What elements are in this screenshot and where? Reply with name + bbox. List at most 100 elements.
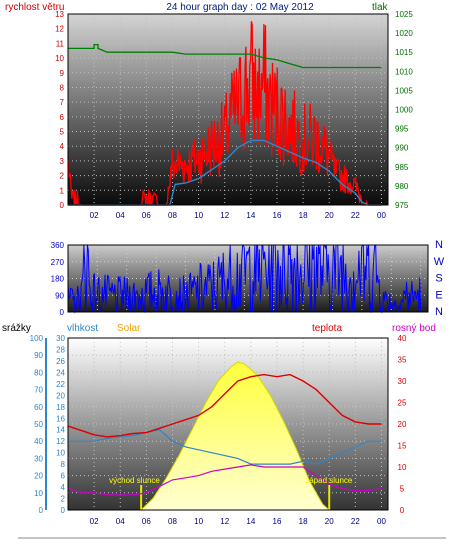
chart3-x-tick-label: 16 xyxy=(273,517,282,526)
chart3-rain-tick-label: 90 xyxy=(34,351,43,360)
chart3-temperature-label: teplota xyxy=(312,323,342,334)
chart3-x-tick-label: 20 xyxy=(325,517,334,526)
chart1-x-tick-label: 00 xyxy=(377,211,386,220)
chart1-x-tick-label: 12 xyxy=(220,211,229,220)
chart1-left-tick-label: 10 xyxy=(55,54,64,63)
chart3-rain-tick-label: 70 xyxy=(34,386,43,395)
chart3-temperature-tick-label: 35 xyxy=(398,356,407,365)
chart3-x-tick-label: 22 xyxy=(351,517,360,526)
chart3-temperature-tick-label: 15 xyxy=(398,442,407,451)
chart1-right-tick-label: 1015 xyxy=(395,48,413,57)
chart2-left-tick-label: 90 xyxy=(55,291,64,300)
series-humidity-line xyxy=(68,429,382,465)
chart1-left-tick-label: 4 xyxy=(60,142,65,151)
chart3-humidity-tick-label: 22 xyxy=(56,380,65,389)
chart1-left-axis-label: rychlost větru xyxy=(5,2,64,13)
sunrise-annotation: východ slunce xyxy=(109,476,160,485)
chart3-x-tick-label: 08 xyxy=(168,517,177,526)
chart3-rain-tick-label: 50 xyxy=(34,420,43,429)
series-wind-direction-line xyxy=(67,244,422,314)
chart1-right-tick-label: 975 xyxy=(395,201,409,210)
chart3-humidity-tick-label: 0 xyxy=(61,506,66,515)
chart2-direction-label: E xyxy=(435,289,442,301)
chart1-x-tick-label: 22 xyxy=(351,211,360,220)
chart3-rain-tick-label: 0 xyxy=(39,506,44,515)
chart2-direction-label: W xyxy=(434,256,445,268)
chart3-rain-tick-label: 80 xyxy=(34,368,43,377)
chart1-right-tick-label: 1010 xyxy=(395,67,413,76)
chart2-left-tick-label: 360 xyxy=(51,241,65,250)
chart1-right-tick-label: 1020 xyxy=(395,29,413,38)
chart3-temperature-tick-label: 30 xyxy=(398,377,407,386)
chart1-x-tick-label: 20 xyxy=(325,211,334,220)
chart3-frame xyxy=(67,337,389,511)
chart3-temperature-tick-label: 25 xyxy=(398,399,407,408)
chart1-left-tick-label: 12 xyxy=(55,25,64,34)
chart1-x-tick-label: 02 xyxy=(90,211,99,220)
chart3-temperature-tick-label: 40 xyxy=(398,334,407,343)
chart1-x-tick-label: 04 xyxy=(116,211,125,220)
chart3-x-tick-label: 18 xyxy=(299,517,308,526)
chart3-humidity-tick-label: 2 xyxy=(61,495,66,504)
chart3-rain-tick-label: 60 xyxy=(34,403,43,412)
chart3-humidity-tick-label: 20 xyxy=(56,391,65,400)
series-temperature-line xyxy=(67,373,382,438)
chart1-left-tick-label: 13 xyxy=(55,10,64,19)
chart1-right-tick-label: 985 xyxy=(395,163,409,172)
chart3-temperature-tick-label: 0 xyxy=(400,506,405,515)
chart1-left-tick-label: 3 xyxy=(60,157,65,166)
chart3-rain-tick-label: 40 xyxy=(34,437,43,446)
chart3-x-tick-label: 10 xyxy=(194,517,203,526)
chart1-frame xyxy=(67,13,389,206)
chart3-temperature-tick-label: 10 xyxy=(398,463,407,472)
chart3-humidity-tick-label: 6 xyxy=(61,472,66,481)
chart3-rain-tick-label: 10 xyxy=(34,489,43,498)
chart1-x-tick-label: 16 xyxy=(273,211,282,220)
chart3-humidity-tick-label: 10 xyxy=(56,449,65,458)
chart2-direction-label: N xyxy=(435,239,443,251)
chart3-humidity-label: vlhkost xyxy=(67,323,98,334)
chart1-x-tick-label: 18 xyxy=(299,211,308,220)
chart3-humidity-tick-label: 4 xyxy=(61,483,66,492)
chart3-temperature-tick-label: 20 xyxy=(398,420,407,429)
chart1-title: 24 hour graph day : 02 May 2012 xyxy=(166,2,314,13)
chart1-right-tick-label: 990 xyxy=(395,144,409,153)
chart3-x-tick-label: 02 xyxy=(90,517,99,526)
chart2-direction-label: S xyxy=(435,273,442,285)
chart1-right-tick-label: 980 xyxy=(395,182,409,191)
chart3-rain-tick-label: 100 xyxy=(30,334,44,343)
series-dewpoint-line xyxy=(67,464,382,496)
chart1-x-tick-label: 14 xyxy=(246,211,255,220)
chart3-x-tick-label: 04 xyxy=(116,517,125,526)
chart1-left-tick-label: 11 xyxy=(56,39,65,48)
chart3-humidity-tick-label: 24 xyxy=(56,368,65,377)
chart3-x-tick-label: 14 xyxy=(246,517,255,526)
chart1-left-tick-label: 5 xyxy=(60,128,65,137)
chart1-right-tick-label: 1000 xyxy=(395,106,413,115)
chart1-left-tick-label: 8 xyxy=(60,83,65,92)
chart3-x-tick-label: 06 xyxy=(142,517,151,526)
chart2-direction-label: N xyxy=(435,306,443,318)
chart3-dewpoint-label: rosný bod xyxy=(392,323,436,334)
chart3-rain-tick-label: 30 xyxy=(34,454,43,463)
chart3-rain-tick-label: 20 xyxy=(34,472,43,481)
chart3-humidity-tick-label: 28 xyxy=(56,345,65,354)
chart1-x-tick-label: 10 xyxy=(194,211,203,220)
chart1-right-tick-label: 1025 xyxy=(395,10,413,19)
chart3-humidity-tick-label: 18 xyxy=(56,403,65,412)
chart3-x-tick-label: 00 xyxy=(377,517,386,526)
series-solar-area xyxy=(139,361,331,511)
chart1-x-tick-label: 06 xyxy=(142,211,151,220)
chart2-left-tick-label: 270 xyxy=(51,258,65,267)
chart1-left-tick-label: 7 xyxy=(60,98,65,107)
chart1-left-tick-label: 1 xyxy=(60,186,65,195)
chart3-humidity-tick-label: 26 xyxy=(56,357,65,366)
chart3-humidity-tick-label: 14 xyxy=(56,426,65,435)
chart2-left-tick-label: 180 xyxy=(51,275,65,284)
chart3-humidity-tick-label: 16 xyxy=(56,414,65,423)
chart2-left-tick-label: 0 xyxy=(60,308,65,317)
chart1-right-axis-label: tlak xyxy=(372,2,389,13)
chart3-rain-label: srážky xyxy=(2,323,31,334)
chart3-humidity-tick-label: 8 xyxy=(61,460,66,469)
